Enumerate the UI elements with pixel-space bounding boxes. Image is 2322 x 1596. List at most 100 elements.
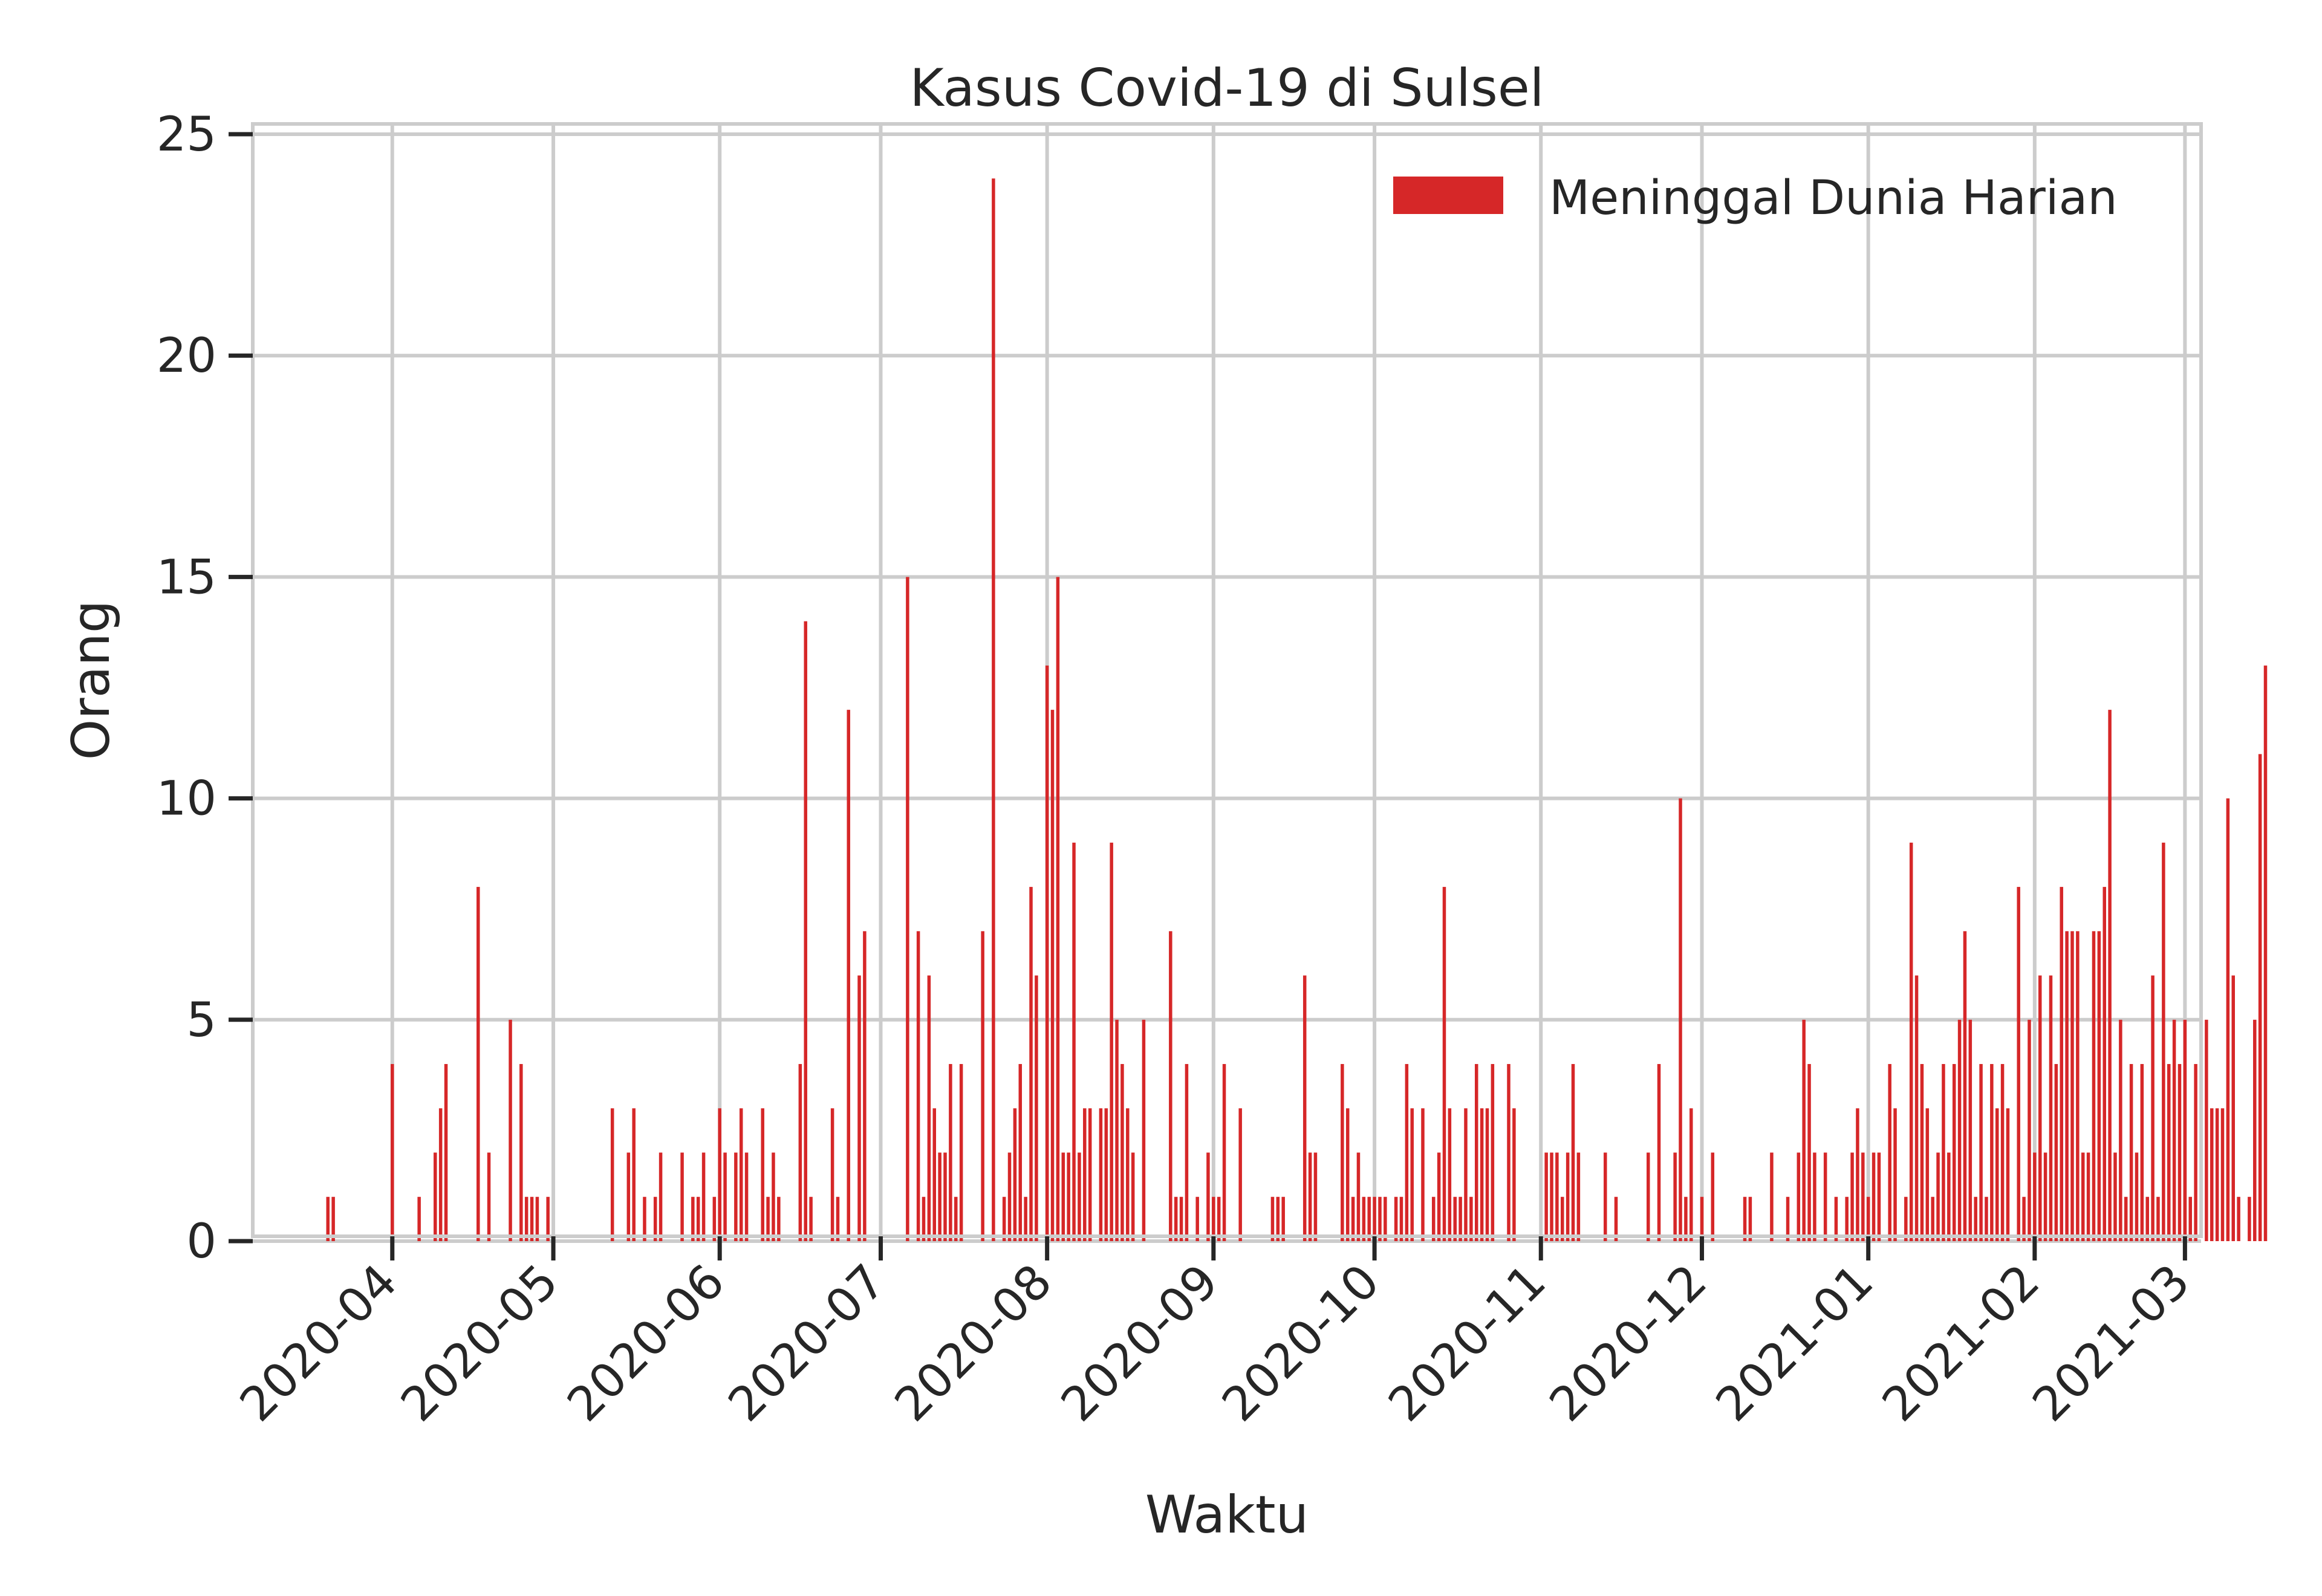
bar — [2129, 1064, 2133, 1241]
bar — [331, 1196, 335, 1241]
bar — [1647, 1152, 1650, 1241]
bar — [2022, 1196, 2026, 1241]
y-tick-label: 15 — [157, 550, 216, 605]
bar — [1459, 1196, 1462, 1241]
bar — [2065, 931, 2069, 1241]
bar — [1925, 1108, 1930, 1241]
bar — [2017, 887, 2020, 1241]
bar — [1689, 1108, 1693, 1241]
bar — [1045, 665, 1049, 1241]
bar — [1990, 1064, 1994, 1241]
bar — [1807, 1064, 1811, 1241]
bar — [943, 1152, 947, 1241]
bar — [1437, 1152, 1441, 1241]
bar — [1448, 1108, 1452, 1241]
bar — [1491, 1064, 1495, 1241]
bar — [1195, 1196, 1199, 1241]
bar — [2188, 1196, 2192, 1241]
bar — [1856, 1108, 1859, 1241]
bar — [1384, 1196, 1387, 1241]
bar — [546, 1196, 550, 1241]
bar — [981, 931, 984, 1241]
bar — [2210, 1108, 2214, 1241]
legend: Meninggal Dunia Harian — [1393, 171, 2118, 225]
bar — [680, 1152, 684, 1241]
y-tick-label: 0 — [186, 1215, 216, 1269]
bar — [2070, 931, 2074, 1241]
bar — [1544, 1152, 1548, 1241]
bar — [610, 1108, 614, 1241]
bar — [1394, 1196, 1398, 1241]
bar — [701, 1152, 706, 1241]
bar — [1604, 1152, 1607, 1241]
bar — [1313, 1152, 1318, 1241]
bar — [2060, 887, 2063, 1241]
bar — [1185, 1064, 1189, 1241]
bar — [761, 1108, 764, 1241]
bar — [1474, 1064, 1478, 1241]
bar — [1963, 931, 1967, 1241]
bar — [1866, 1196, 1870, 1241]
bar — [1931, 1196, 1934, 1241]
bar — [2092, 931, 2096, 1241]
bar — [1410, 1108, 1414, 1241]
bar — [1571, 1064, 1575, 1241]
bar — [830, 1108, 834, 1241]
bar — [1222, 1064, 1226, 1241]
bar — [1909, 842, 1913, 1241]
bar — [734, 1152, 738, 1241]
bar — [691, 1196, 695, 1241]
bar — [2183, 1019, 2187, 1241]
bar — [1979, 1064, 1983, 1241]
bar — [438, 1108, 443, 1241]
bar — [2028, 1019, 2031, 1241]
bar — [2231, 975, 2235, 1241]
bar — [1877, 1152, 1881, 1241]
bar — [777, 1196, 781, 1241]
bar — [1120, 1064, 1124, 1241]
bar — [1872, 1152, 1876, 1241]
bar — [391, 1064, 394, 1241]
bar — [1936, 1152, 1940, 1241]
y-tick-label: 10 — [157, 772, 216, 826]
bar — [1834, 1196, 1838, 1241]
bar — [1212, 1196, 1215, 1241]
bar — [1206, 1152, 1210, 1241]
bar — [2081, 1152, 2085, 1241]
bar — [2248, 1196, 2251, 1241]
bar — [766, 1196, 770, 1241]
bar — [1952, 1064, 1956, 1241]
bar — [1179, 1196, 1183, 1241]
bar — [2113, 1152, 2117, 1241]
bar — [2054, 1064, 2058, 1241]
bar — [1056, 577, 1060, 1241]
bar — [1550, 1152, 1553, 1241]
bar — [2038, 975, 2042, 1241]
bar — [1050, 710, 1055, 1241]
bar — [2086, 1152, 2090, 1241]
bar — [1576, 1152, 1581, 1241]
bar — [1957, 1019, 1962, 1241]
y-axis-label: Orang — [61, 600, 122, 761]
bar — [1888, 1064, 1891, 1241]
bar — [1914, 975, 1919, 1241]
bar — [1099, 1108, 1103, 1241]
legend-label: Meninggal Dunia Harian — [1549, 171, 2118, 225]
bar — [530, 1196, 534, 1241]
bar — [643, 1196, 646, 1241]
bar — [2145, 1196, 2149, 1241]
bar — [1861, 1152, 1865, 1241]
bar — [1555, 1152, 1559, 1241]
bar — [1281, 1196, 1285, 1241]
bar — [1453, 1196, 1457, 1241]
bar — [1356, 1152, 1361, 1241]
bar — [1367, 1196, 1371, 1241]
bar — [1035, 975, 1038, 1241]
bar — [1308, 1152, 1312, 1241]
bar — [2140, 1064, 2144, 1241]
bar — [938, 1152, 941, 1241]
bar — [1893, 1108, 1897, 1241]
bar — [1947, 1152, 1951, 1241]
bar — [949, 1064, 952, 1241]
bar — [1083, 1108, 1087, 1241]
